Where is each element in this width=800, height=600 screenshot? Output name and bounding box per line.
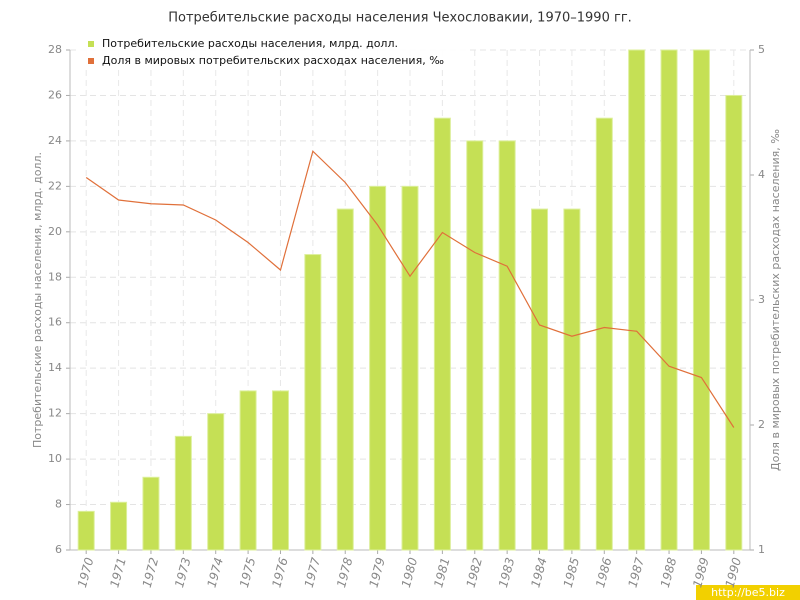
- chart-title: Потребительские расходы населения Чехосл…: [168, 11, 632, 26]
- bar: [304, 254, 322, 551]
- bar: [369, 185, 387, 551]
- bar: [692, 49, 710, 551]
- bar: [110, 501, 128, 551]
- bar: [401, 185, 419, 551]
- watermark-bg: [696, 585, 800, 600]
- bar: [207, 413, 225, 551]
- bar: [466, 140, 484, 551]
- y-axis-label: Потребительские расходы населения, млрд.…: [31, 152, 44, 448]
- legend: Потребительские расходы населения, млрд.…: [80, 34, 470, 70]
- y-tick-label: 24: [48, 134, 62, 147]
- bar: [531, 208, 549, 551]
- bar: [498, 140, 516, 551]
- bar: [174, 435, 192, 551]
- y-tick-label: 22: [48, 179, 62, 192]
- bar: [336, 208, 354, 551]
- y2-axis-label: Доля в мировых потребительских расходах …: [769, 129, 782, 471]
- y2-tick-label: 5: [758, 43, 765, 56]
- y-tick-label: 16: [48, 316, 62, 329]
- y2-tick-label: 4: [758, 168, 765, 181]
- legend-swatch: [88, 41, 94, 47]
- line: [85, 150, 735, 428]
- y-tick-label: 18: [48, 270, 62, 283]
- bar: [239, 390, 257, 551]
- y-tick-label: 26: [48, 88, 62, 101]
- bar: [433, 117, 451, 551]
- bar: [563, 208, 581, 551]
- y-tick-label: 8: [55, 498, 62, 511]
- y-tick-label: 10: [48, 452, 62, 465]
- bar: [660, 49, 678, 551]
- y-tick-label: 28: [48, 43, 62, 56]
- y-tick-label: 12: [48, 407, 62, 420]
- y-tick-label: 6: [55, 543, 62, 556]
- y2-tick-label: 1: [758, 543, 765, 556]
- bar: [77, 510, 95, 551]
- y2-tick-label: 3: [758, 293, 765, 306]
- bar: [725, 94, 743, 551]
- watermark: http://be5.biz: [711, 586, 785, 599]
- bar: [628, 49, 646, 551]
- legend-label: Потребительские расходы населения, млрд.…: [102, 37, 398, 50]
- bar: [271, 390, 289, 551]
- legend-label: Доля в мировых потребительских расходах …: [102, 54, 444, 67]
- legend-swatch: [88, 58, 94, 64]
- y2-tick-label: 2: [758, 418, 765, 431]
- y-tick-label: 14: [48, 361, 62, 374]
- bar: [142, 476, 160, 551]
- y-tick-label: 20: [48, 225, 62, 238]
- bar: [595, 117, 613, 551]
- legend-box: [80, 34, 470, 70]
